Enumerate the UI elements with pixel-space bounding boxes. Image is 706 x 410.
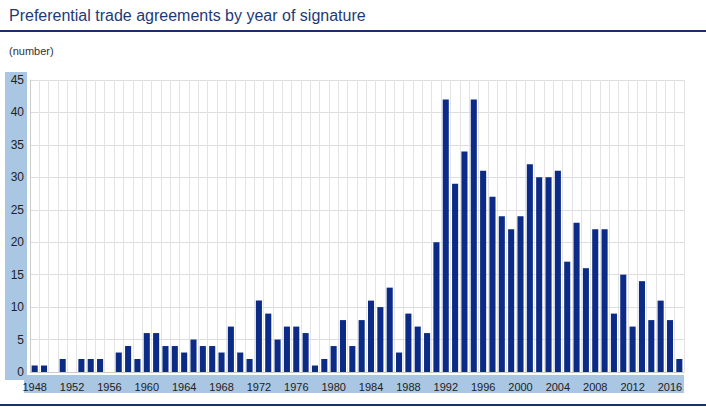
svg-text:1976: 1976 bbox=[284, 381, 308, 393]
svg-text:1972: 1972 bbox=[247, 381, 271, 393]
svg-text:2004: 2004 bbox=[546, 381, 570, 393]
svg-text:1956: 1956 bbox=[97, 381, 121, 393]
svg-text:Preferential trade agreements: Preferential trade agreements by year of… bbox=[9, 7, 366, 24]
svg-text:2000: 2000 bbox=[508, 381, 532, 393]
svg-text:1980: 1980 bbox=[321, 381, 345, 393]
svg-text:1948: 1948 bbox=[22, 381, 46, 393]
svg-text:45: 45 bbox=[11, 73, 25, 87]
svg-text:1968: 1968 bbox=[209, 381, 233, 393]
svg-text:1988: 1988 bbox=[396, 381, 420, 393]
svg-text:20: 20 bbox=[11, 235, 25, 249]
svg-text:40: 40 bbox=[11, 105, 25, 119]
svg-text:15: 15 bbox=[11, 268, 25, 282]
svg-text:2008: 2008 bbox=[583, 381, 607, 393]
svg-text:1996: 1996 bbox=[471, 381, 495, 393]
svg-text:0: 0 bbox=[17, 365, 24, 379]
svg-text:1984: 1984 bbox=[359, 381, 383, 393]
svg-text:1992: 1992 bbox=[434, 381, 458, 393]
svg-text:30: 30 bbox=[11, 170, 25, 184]
svg-text:2016: 2016 bbox=[658, 381, 682, 393]
svg-text:25: 25 bbox=[11, 203, 25, 217]
svg-text:5: 5 bbox=[17, 333, 24, 347]
svg-text:1964: 1964 bbox=[172, 381, 196, 393]
svg-text:10: 10 bbox=[11, 300, 25, 314]
svg-text:(number): (number) bbox=[9, 45, 54, 57]
svg-text:1952: 1952 bbox=[60, 381, 84, 393]
svg-text:35: 35 bbox=[11, 138, 25, 152]
svg-text:1960: 1960 bbox=[135, 381, 159, 393]
svg-text:2012: 2012 bbox=[620, 381, 644, 393]
